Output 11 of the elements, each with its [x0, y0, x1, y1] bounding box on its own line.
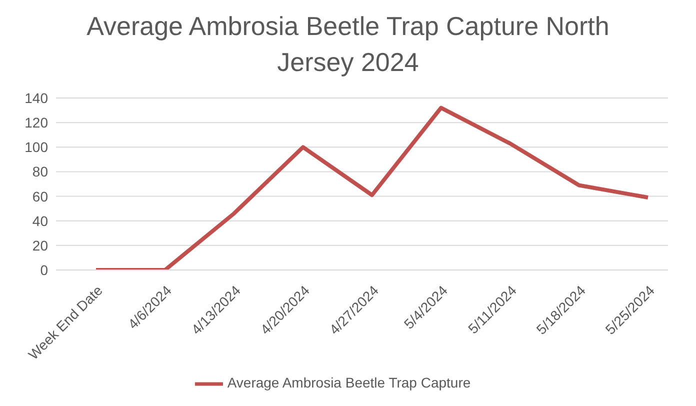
y-tick-label: 20	[32, 237, 48, 254]
y-tick-label: 120	[24, 114, 48, 131]
legend-label: Average Ambrosia Beetle Trap Capture	[227, 374, 471, 391]
chart-title: Average Ambrosia Beetle Trap Capture North Jersey 2024	[86, 10, 610, 79]
line-series	[94, 106, 650, 270]
y-tick-label: 140	[24, 90, 48, 106]
y-tick-label: 40	[32, 212, 48, 229]
y-tick-label: 80	[32, 164, 48, 180]
y-tick-label: 0	[40, 262, 48, 278]
y-tick-label: 100	[24, 139, 48, 156]
y-tick-label: 60	[32, 188, 48, 204]
